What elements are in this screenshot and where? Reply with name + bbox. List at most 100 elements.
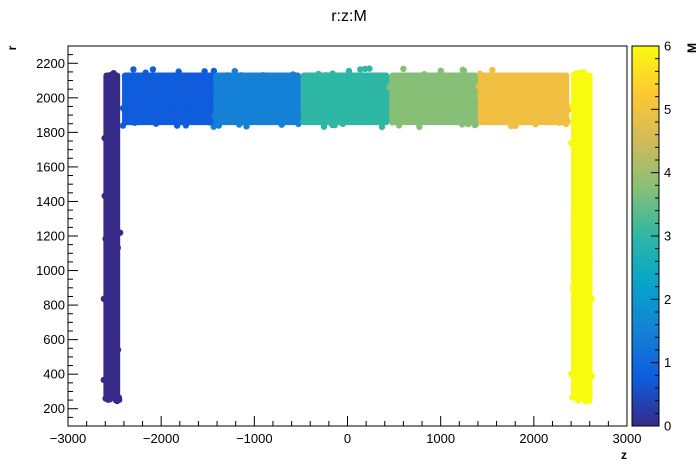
x-tick-label: 3000 <box>613 431 642 446</box>
y-tick-label: 1400 <box>36 194 65 209</box>
data-point <box>329 70 336 77</box>
x-tick-label: −3000 <box>50 431 87 446</box>
y-tick-label: 1800 <box>36 125 65 140</box>
data-point <box>572 120 579 127</box>
data-point <box>322 72 330 79</box>
data-point <box>279 107 286 115</box>
x-axis: −3000 −2000 −1000 0 1000 2000 3000 <box>50 416 642 446</box>
data-point <box>480 81 487 88</box>
series-M3-body <box>300 72 390 126</box>
series-M0-body <box>103 72 121 400</box>
data-point <box>569 394 576 401</box>
data-point <box>101 192 108 200</box>
data-point <box>437 67 444 75</box>
data-point <box>224 72 231 79</box>
data-point <box>383 89 391 96</box>
data-point <box>162 72 170 80</box>
data-point <box>569 102 576 110</box>
data-point <box>173 122 181 129</box>
data-point <box>175 68 182 75</box>
data-point <box>475 83 482 90</box>
data-point <box>205 101 212 108</box>
series-M0 <box>100 70 124 405</box>
data-point <box>295 120 302 128</box>
data-point <box>562 84 569 92</box>
data-point <box>243 123 250 130</box>
series-M6 <box>568 69 596 405</box>
colorbar-tick-label: 2 <box>664 292 671 307</box>
data-point <box>103 352 111 360</box>
data-point <box>206 119 213 126</box>
data-point <box>114 244 122 252</box>
data-point <box>384 115 391 123</box>
data-point <box>472 121 480 128</box>
data-point <box>470 102 477 109</box>
data-point <box>107 71 115 79</box>
data-point <box>108 316 115 323</box>
data-point <box>555 103 562 111</box>
data-point <box>585 330 593 337</box>
y-tick-label: 200 <box>43 401 65 416</box>
y-tick-label: 1000 <box>36 263 65 278</box>
data-point <box>389 106 396 113</box>
data-point <box>172 85 179 93</box>
series-M1-body <box>122 72 216 126</box>
data-point <box>260 72 267 79</box>
data-point <box>479 102 486 109</box>
data-point <box>586 253 593 260</box>
data-point <box>459 121 466 128</box>
data-point <box>114 346 122 353</box>
data-point <box>105 227 112 235</box>
data-point <box>384 102 391 109</box>
data-point <box>552 108 560 116</box>
data-point <box>185 106 192 113</box>
data-point <box>583 110 590 117</box>
data-point <box>262 102 269 109</box>
data-point <box>300 118 307 125</box>
x-tick-label: 2000 <box>519 431 548 446</box>
data-point <box>574 397 582 404</box>
data-point <box>231 68 238 75</box>
data-point <box>395 100 402 107</box>
y-tick-label: 800 <box>43 298 65 313</box>
data-point <box>522 74 529 82</box>
data-point <box>510 122 517 129</box>
data-point <box>575 144 583 152</box>
data-point <box>355 78 362 85</box>
series-M6-body <box>571 72 593 400</box>
data-point <box>568 139 575 147</box>
data-point <box>317 72 325 80</box>
data-point <box>182 122 190 129</box>
data-point <box>464 120 472 128</box>
data-point <box>389 119 396 126</box>
data-point <box>236 121 243 128</box>
y-tick-label: 600 <box>43 332 65 347</box>
data-point <box>345 67 353 75</box>
data-point <box>421 71 428 78</box>
y-tick-label: 1200 <box>36 229 65 244</box>
data-point <box>329 121 336 129</box>
data-point <box>477 93 484 100</box>
data-point <box>390 73 397 80</box>
data-point <box>569 285 577 292</box>
data-point <box>580 69 587 76</box>
data-point <box>214 83 221 90</box>
data-point <box>248 102 255 110</box>
data-point <box>579 361 586 369</box>
x-axis-label: z <box>621 448 627 462</box>
data-point <box>149 66 157 73</box>
data-point <box>399 112 406 120</box>
data-point <box>378 123 386 131</box>
data-point <box>268 72 276 80</box>
colorbar-tick-label: 6 <box>664 39 671 54</box>
data-point <box>300 104 307 111</box>
colorbar-tick-label: 4 <box>664 165 671 180</box>
data-point <box>489 66 496 74</box>
series-M2 <box>210 68 304 130</box>
data-point <box>104 396 112 403</box>
data-point <box>540 77 548 84</box>
data-point <box>532 121 539 128</box>
data-point <box>374 86 382 93</box>
y-tick-label: 1600 <box>36 159 65 174</box>
